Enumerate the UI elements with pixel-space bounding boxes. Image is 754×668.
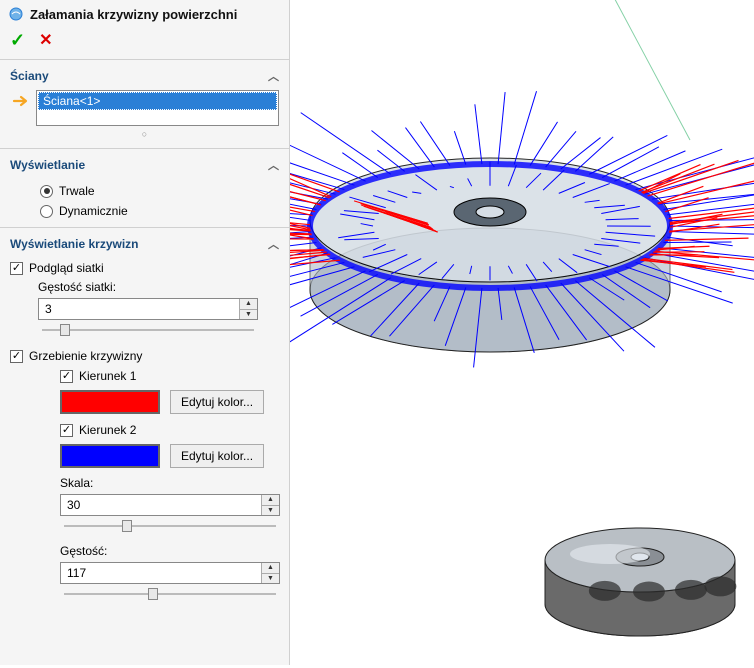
section-header-display[interactable]: Wyświetlanie ︿ (10, 155, 279, 179)
spin-up-icon[interactable]: ▲ (262, 495, 279, 506)
face-selection-list[interactable]: Ściana<1> (36, 90, 279, 126)
display-mode-radio-group: Trwale Dynamicznie (10, 179, 279, 221)
slider-thumb[interactable] (122, 520, 132, 532)
color-swatch-direction1[interactable] (60, 390, 160, 414)
panel-title: Załamania krzywizny powierzchni (30, 7, 237, 22)
spin-down-icon[interactable]: ▼ (262, 574, 279, 584)
slider-thumb[interactable] (60, 324, 70, 336)
checkbox-curvature-combs[interactable]: Grzebienie krzywizny (10, 346, 279, 366)
label-direction1: Kierunek 1 (79, 369, 136, 383)
face-selection-item[interactable]: Ściana<1> (38, 92, 277, 110)
label-mesh-density: Gęstość siatki: (38, 278, 279, 298)
slider-track (64, 525, 276, 527)
radio-label-permanent: Trwale (59, 184, 95, 198)
panel-header: Załamania krzywizny powierzchni (0, 0, 289, 26)
edit-color-button-direction2[interactable]: Edytuj kolor... (170, 444, 264, 468)
radio-permanent[interactable]: Trwale (40, 181, 279, 201)
radio-dynamic[interactable]: Dynamicznie (40, 201, 279, 221)
slider-track (64, 593, 276, 595)
color-swatch-direction2[interactable] (60, 444, 160, 468)
spin-up-icon[interactable]: ▲ (262, 563, 279, 574)
slider-scale[interactable] (60, 518, 280, 534)
edit-color-button-direction1[interactable]: Edytuj kolor... (170, 390, 264, 414)
checkbox-icon (10, 262, 23, 275)
slider-density[interactable] (60, 586, 280, 602)
section-faces: Ściany ︿ Ściana<1> ○ (0, 59, 289, 148)
ok-cancel-bar: ✓ ✕ (0, 26, 289, 59)
slider-track (42, 329, 254, 331)
section-title-faces: Ściany (10, 69, 49, 83)
3d-viewport[interactable] (290, 0, 754, 665)
cancel-button[interactable]: ✕ (39, 30, 52, 51)
checkbox-mesh-preview[interactable]: Podgląd siatki (10, 258, 279, 278)
checkbox-icon (10, 350, 23, 363)
input-density[interactable] (61, 563, 261, 583)
viewport-svg (290, 0, 754, 665)
spin-up-icon[interactable]: ▲ (240, 299, 257, 310)
label-density: Gęstość: (60, 542, 279, 562)
property-panel: Załamania krzywizny powierzchni ✓ ✕ Ścia… (0, 0, 290, 665)
spinner-mesh-density[interactable]: ▲ ▼ (38, 298, 258, 320)
radio-icon (40, 205, 53, 218)
checkbox-icon (60, 424, 73, 437)
spin-down-icon[interactable]: ▼ (262, 506, 279, 516)
checkbox-icon (60, 370, 73, 383)
label-direction2: Kierunek 2 (79, 423, 136, 437)
face-selection-row: Ściana<1> (10, 90, 279, 126)
label-scale: Skala: (60, 474, 279, 494)
spinner-scale[interactable]: ▲ ▼ (60, 494, 280, 516)
chevron-up-icon: ︿ (268, 236, 279, 252)
checkbox-direction1[interactable]: Kierunek 1 (60, 366, 279, 386)
radio-icon (40, 185, 53, 198)
slider-thumb[interactable] (148, 588, 158, 600)
ok-button[interactable]: ✓ (10, 30, 25, 51)
mesh-density-block: Gęstość siatki: ▲ ▼ (10, 278, 279, 338)
checkbox-direction2[interactable]: Kierunek 2 (60, 420, 279, 440)
spinner-density[interactable]: ▲ ▼ (60, 562, 280, 584)
label-curvature-combs: Grzebienie krzywizny (29, 349, 142, 363)
direction1-block: Kierunek 1 Edytuj kolor... Kierunek 2 Ed… (10, 366, 279, 602)
feature-icon (8, 6, 24, 22)
radio-label-dynamic: Dynamicznie (59, 204, 128, 218)
section-header-curvature[interactable]: Wyświetlanie krzywizn ︿ (10, 234, 279, 258)
label-mesh-preview: Podgląd siatki (29, 261, 104, 275)
spin-down-icon[interactable]: ▼ (240, 310, 257, 320)
slider-mesh-density[interactable] (38, 322, 258, 338)
chevron-up-icon: ︿ (268, 68, 279, 84)
chevron-up-icon: ︿ (268, 157, 279, 173)
section-curvature: Wyświetlanie krzywizn ︿ Podgląd siatki G… (0, 227, 289, 608)
input-scale[interactable] (61, 495, 261, 515)
list-scroll-grip[interactable]: ○ (10, 126, 279, 142)
section-title-curvature: Wyświetlanie krzywizn (10, 237, 139, 251)
section-display: Wyświetlanie ︿ Trwale Dynamicznie (0, 148, 289, 227)
section-header-faces[interactable]: Ściany ︿ (10, 66, 279, 90)
section-title-display: Wyświetlanie (10, 158, 85, 172)
input-mesh-density[interactable] (39, 299, 239, 319)
selection-arrow-icon (12, 92, 30, 110)
